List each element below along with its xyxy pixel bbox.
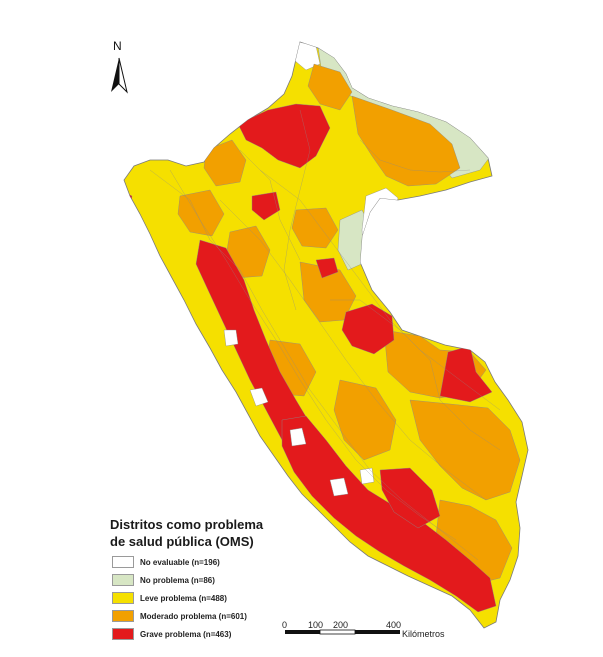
scale-tick-100: 100: [308, 620, 324, 630]
legend-item-no-problema: No problema (n=86): [112, 573, 215, 587]
legend-item-moderado-problema: Moderado problema (n=601): [112, 609, 247, 623]
district-regions: [124, 42, 521, 613]
scale-tick-0: 0: [282, 620, 288, 630]
peru-outline: [123, 41, 529, 629]
legend-title: Distritos como problema de salud pública…: [110, 516, 263, 550]
legend-swatch: [112, 610, 134, 622]
legend-title-line1: Distritos como problema: [110, 517, 264, 532]
legend-label: No evaluable (n=196): [140, 557, 220, 567]
legend-item-no-evaluable: No evaluable (n=196): [112, 555, 220, 569]
scale-tick-400: 400: [386, 620, 402, 630]
legend-label: Leve problema (n=488): [140, 593, 227, 603]
legend-item-leve-problema: Leve problema (n=488): [112, 591, 227, 605]
legend-label: Grave problema (n=463): [140, 629, 232, 639]
legend-swatch: [112, 574, 134, 586]
scale-tick-200: 200: [333, 620, 349, 630]
legend-label: No problema (n=86): [140, 575, 215, 585]
north-arrow-icon: [111, 57, 128, 94]
north-label: N: [113, 39, 122, 53]
scale-bar: [285, 629, 400, 635]
legend-item-grave-problema: Grave problema (n=463): [112, 627, 231, 641]
legend-swatch: [112, 628, 134, 640]
legend-swatch: [112, 556, 134, 568]
legend-label: Moderado problema (n=601): [140, 611, 247, 621]
scale-unit: Kilómetros: [402, 629, 445, 639]
legend-swatch: [112, 592, 134, 604]
legend-title-line2: de salud pública (OMS): [110, 534, 254, 549]
